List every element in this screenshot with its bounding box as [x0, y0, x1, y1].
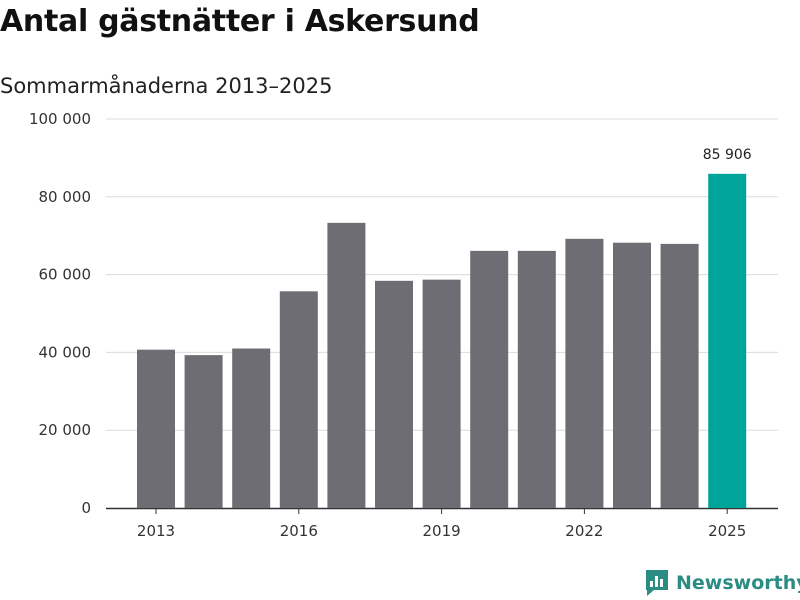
bar-2016 — [279, 291, 318, 508]
bar-2019 — [422, 279, 461, 508]
bar-2022 — [565, 238, 604, 508]
newsworthy-logo-icon — [646, 570, 668, 596]
brand-name: Newsworthy — [676, 572, 800, 594]
bars — [137, 173, 747, 508]
bar-2024 — [660, 243, 699, 508]
data-label-2025: 85 906 — [703, 147, 752, 163]
bar-2023 — [613, 242, 651, 508]
y-tick-label: 80 000 — [39, 188, 92, 206]
bar-2020 — [470, 250, 509, 508]
bar-2013 — [137, 349, 175, 508]
x-tick-label: 2022 — [565, 522, 603, 540]
x-tick-label: 2019 — [423, 522, 461, 540]
x-tick-label: 2025 — [708, 522, 746, 540]
y-tick-label: 20 000 — [39, 421, 92, 439]
y-tick-label: 40 000 — [39, 343, 92, 361]
bar-2015 — [232, 348, 271, 508]
bar-2017 — [327, 222, 366, 508]
bar-2025 — [708, 173, 747, 508]
chart-title: Antal gästnätter i Askersund — [0, 4, 480, 39]
chart-subtitle: Sommarmånaderna 2013–2025 — [0, 74, 333, 98]
bar-2018 — [375, 280, 413, 508]
bar-2021 — [517, 250, 556, 508]
x-tick-label: 2013 — [137, 522, 175, 540]
y-tick-label: 100 000 — [29, 110, 91, 128]
newsworthy-brand: Newsworthy — [644, 568, 800, 598]
y-tick-label: 0 — [81, 499, 91, 517]
y-tick-label: 60 000 — [39, 266, 92, 284]
bar-2014 — [184, 355, 223, 508]
tick-labels: 0 20 000 40 000 60 000 80 000 100 000 2013 2016… — [29, 110, 752, 540]
x-tick-label: 2016 — [280, 522, 318, 540]
